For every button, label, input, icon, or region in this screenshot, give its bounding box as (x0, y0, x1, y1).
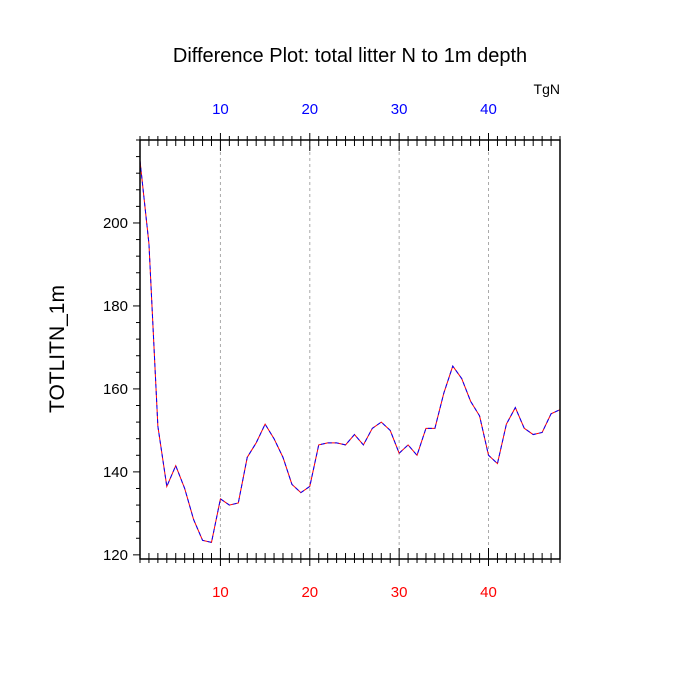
x-top-tick-label: 30 (391, 101, 408, 118)
units-label: TgN (534, 81, 560, 97)
x-top-tick-label: 20 (301, 101, 318, 118)
grid-lines (219, 140, 490, 559)
y-tick-label: 120 (103, 547, 128, 564)
x-tick-label: 20 (301, 584, 318, 601)
series-line-1 (139, 160, 561, 544)
x-tick-label: 10 (212, 584, 229, 601)
y-tick-label: 200 (103, 215, 128, 232)
x-tick-label: 40 (480, 584, 497, 601)
x-top-tick-label: 10 (212, 101, 229, 118)
x-top-tick-label: 40 (480, 101, 497, 118)
chart-title: Difference Plot: total litter N to 1m de… (173, 45, 527, 67)
x-tick-label: 30 (391, 584, 408, 601)
series-line-2 (139, 160, 561, 544)
tick-labels: 10 10 20 20 30 30 40 40 120 140 160 180 200 (103, 101, 497, 601)
plot-frame (139, 139, 561, 560)
y-axis-label: TOTLITN_1m (46, 285, 69, 413)
ticks (133, 133, 561, 566)
series-lines (139, 160, 561, 544)
y-tick-label: 180 (103, 298, 128, 315)
y-tick-label: 160 (103, 381, 128, 398)
y-tick-label: 140 (103, 464, 128, 481)
